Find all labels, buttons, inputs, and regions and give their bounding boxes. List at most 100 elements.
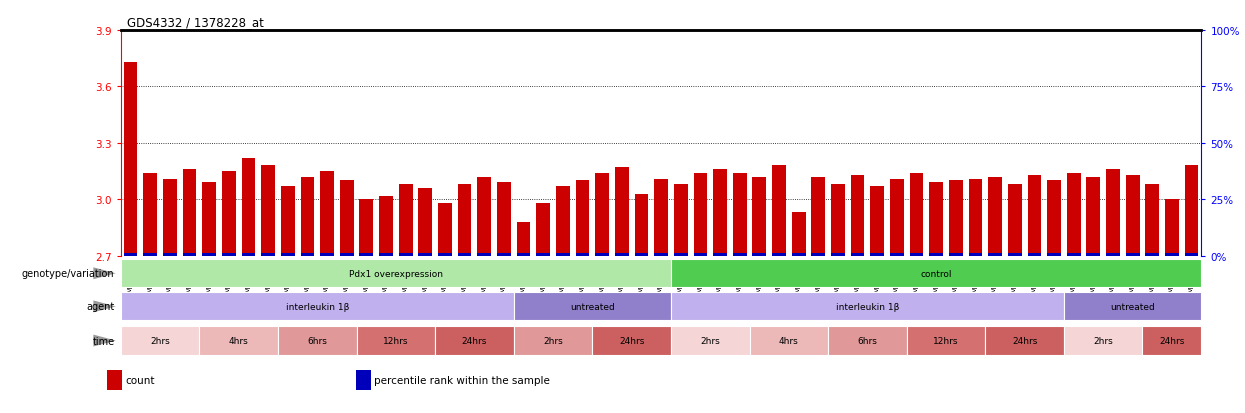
Bar: [752, 253, 766, 256]
Bar: [752, 177, 766, 256]
Bar: [360, 253, 373, 256]
Bar: [969, 253, 982, 256]
Bar: [123, 253, 137, 256]
Text: agent: agent: [86, 301, 115, 312]
Bar: [1047, 253, 1061, 256]
Bar: [261, 253, 275, 256]
Bar: [910, 253, 924, 256]
Bar: [1067, 173, 1081, 256]
Text: 12hrs: 12hrs: [934, 336, 959, 345]
Text: 4hrs: 4hrs: [779, 336, 799, 345]
Bar: [183, 170, 197, 256]
Bar: [202, 183, 217, 256]
Bar: [281, 187, 295, 256]
Bar: [635, 194, 649, 256]
Bar: [832, 253, 845, 256]
Bar: [812, 177, 825, 256]
Bar: [199, 326, 278, 356]
Bar: [850, 253, 864, 256]
Text: percentile rank within the sample: percentile rank within the sample: [374, 375, 550, 385]
Bar: [418, 188, 432, 256]
Bar: [1027, 176, 1041, 256]
Bar: [300, 177, 314, 256]
Bar: [497, 183, 510, 256]
Text: untreated: untreated: [1111, 302, 1155, 311]
Text: 2hrs: 2hrs: [543, 336, 563, 345]
Bar: [537, 253, 550, 256]
Bar: [123, 63, 137, 256]
Bar: [1027, 253, 1041, 256]
Bar: [1047, 181, 1061, 256]
Bar: [183, 253, 197, 256]
Bar: [356, 326, 436, 356]
Bar: [517, 222, 530, 256]
Bar: [828, 326, 906, 356]
Bar: [1106, 253, 1120, 256]
Bar: [693, 253, 707, 256]
Bar: [615, 168, 629, 256]
Bar: [1064, 293, 1201, 320]
Bar: [713, 253, 727, 256]
Bar: [436, 326, 514, 356]
Bar: [1064, 326, 1143, 356]
Bar: [537, 204, 550, 256]
Polygon shape: [93, 301, 116, 313]
Bar: [985, 326, 1064, 356]
Bar: [121, 326, 199, 356]
Bar: [320, 172, 334, 256]
Bar: [1185, 253, 1199, 256]
Bar: [671, 260, 1201, 287]
Bar: [1087, 253, 1101, 256]
Text: 24hrs: 24hrs: [462, 336, 487, 345]
Text: Pdx1 overexpression: Pdx1 overexpression: [349, 269, 443, 278]
Bar: [832, 185, 845, 256]
Bar: [595, 173, 609, 256]
Bar: [222, 253, 235, 256]
Bar: [812, 253, 825, 256]
Bar: [163, 179, 177, 256]
Text: 2hrs: 2hrs: [701, 336, 720, 345]
Bar: [575, 181, 589, 256]
Bar: [1145, 185, 1159, 256]
Bar: [517, 253, 530, 256]
Bar: [356, 370, 371, 390]
Bar: [1087, 177, 1101, 256]
Bar: [593, 326, 671, 356]
Bar: [398, 185, 412, 256]
Text: count: count: [126, 375, 154, 385]
Bar: [242, 253, 255, 256]
Bar: [890, 179, 904, 256]
Text: 2hrs: 2hrs: [151, 336, 169, 345]
Bar: [929, 183, 942, 256]
Bar: [557, 187, 570, 256]
Text: control: control: [920, 269, 952, 278]
Text: 24hrs: 24hrs: [1159, 336, 1185, 345]
Text: 24hrs: 24hrs: [1012, 336, 1037, 345]
Text: genotype/variation: genotype/variation: [22, 268, 115, 279]
Bar: [557, 253, 570, 256]
Bar: [671, 293, 1064, 320]
Bar: [261, 166, 275, 256]
Bar: [1125, 253, 1139, 256]
Polygon shape: [93, 268, 116, 280]
Bar: [438, 204, 452, 256]
Bar: [870, 187, 884, 256]
Bar: [320, 253, 334, 256]
Bar: [340, 253, 354, 256]
Bar: [595, 253, 609, 256]
Bar: [654, 253, 669, 256]
Bar: [242, 159, 255, 256]
Bar: [398, 253, 412, 256]
Bar: [850, 176, 864, 256]
Bar: [438, 253, 452, 256]
Bar: [949, 253, 962, 256]
Bar: [1185, 166, 1199, 256]
Bar: [772, 166, 786, 256]
Bar: [733, 253, 747, 256]
Bar: [989, 177, 1002, 256]
Bar: [615, 253, 629, 256]
Bar: [989, 253, 1002, 256]
Bar: [300, 253, 314, 256]
Bar: [674, 185, 687, 256]
Text: 6hrs: 6hrs: [858, 336, 878, 345]
